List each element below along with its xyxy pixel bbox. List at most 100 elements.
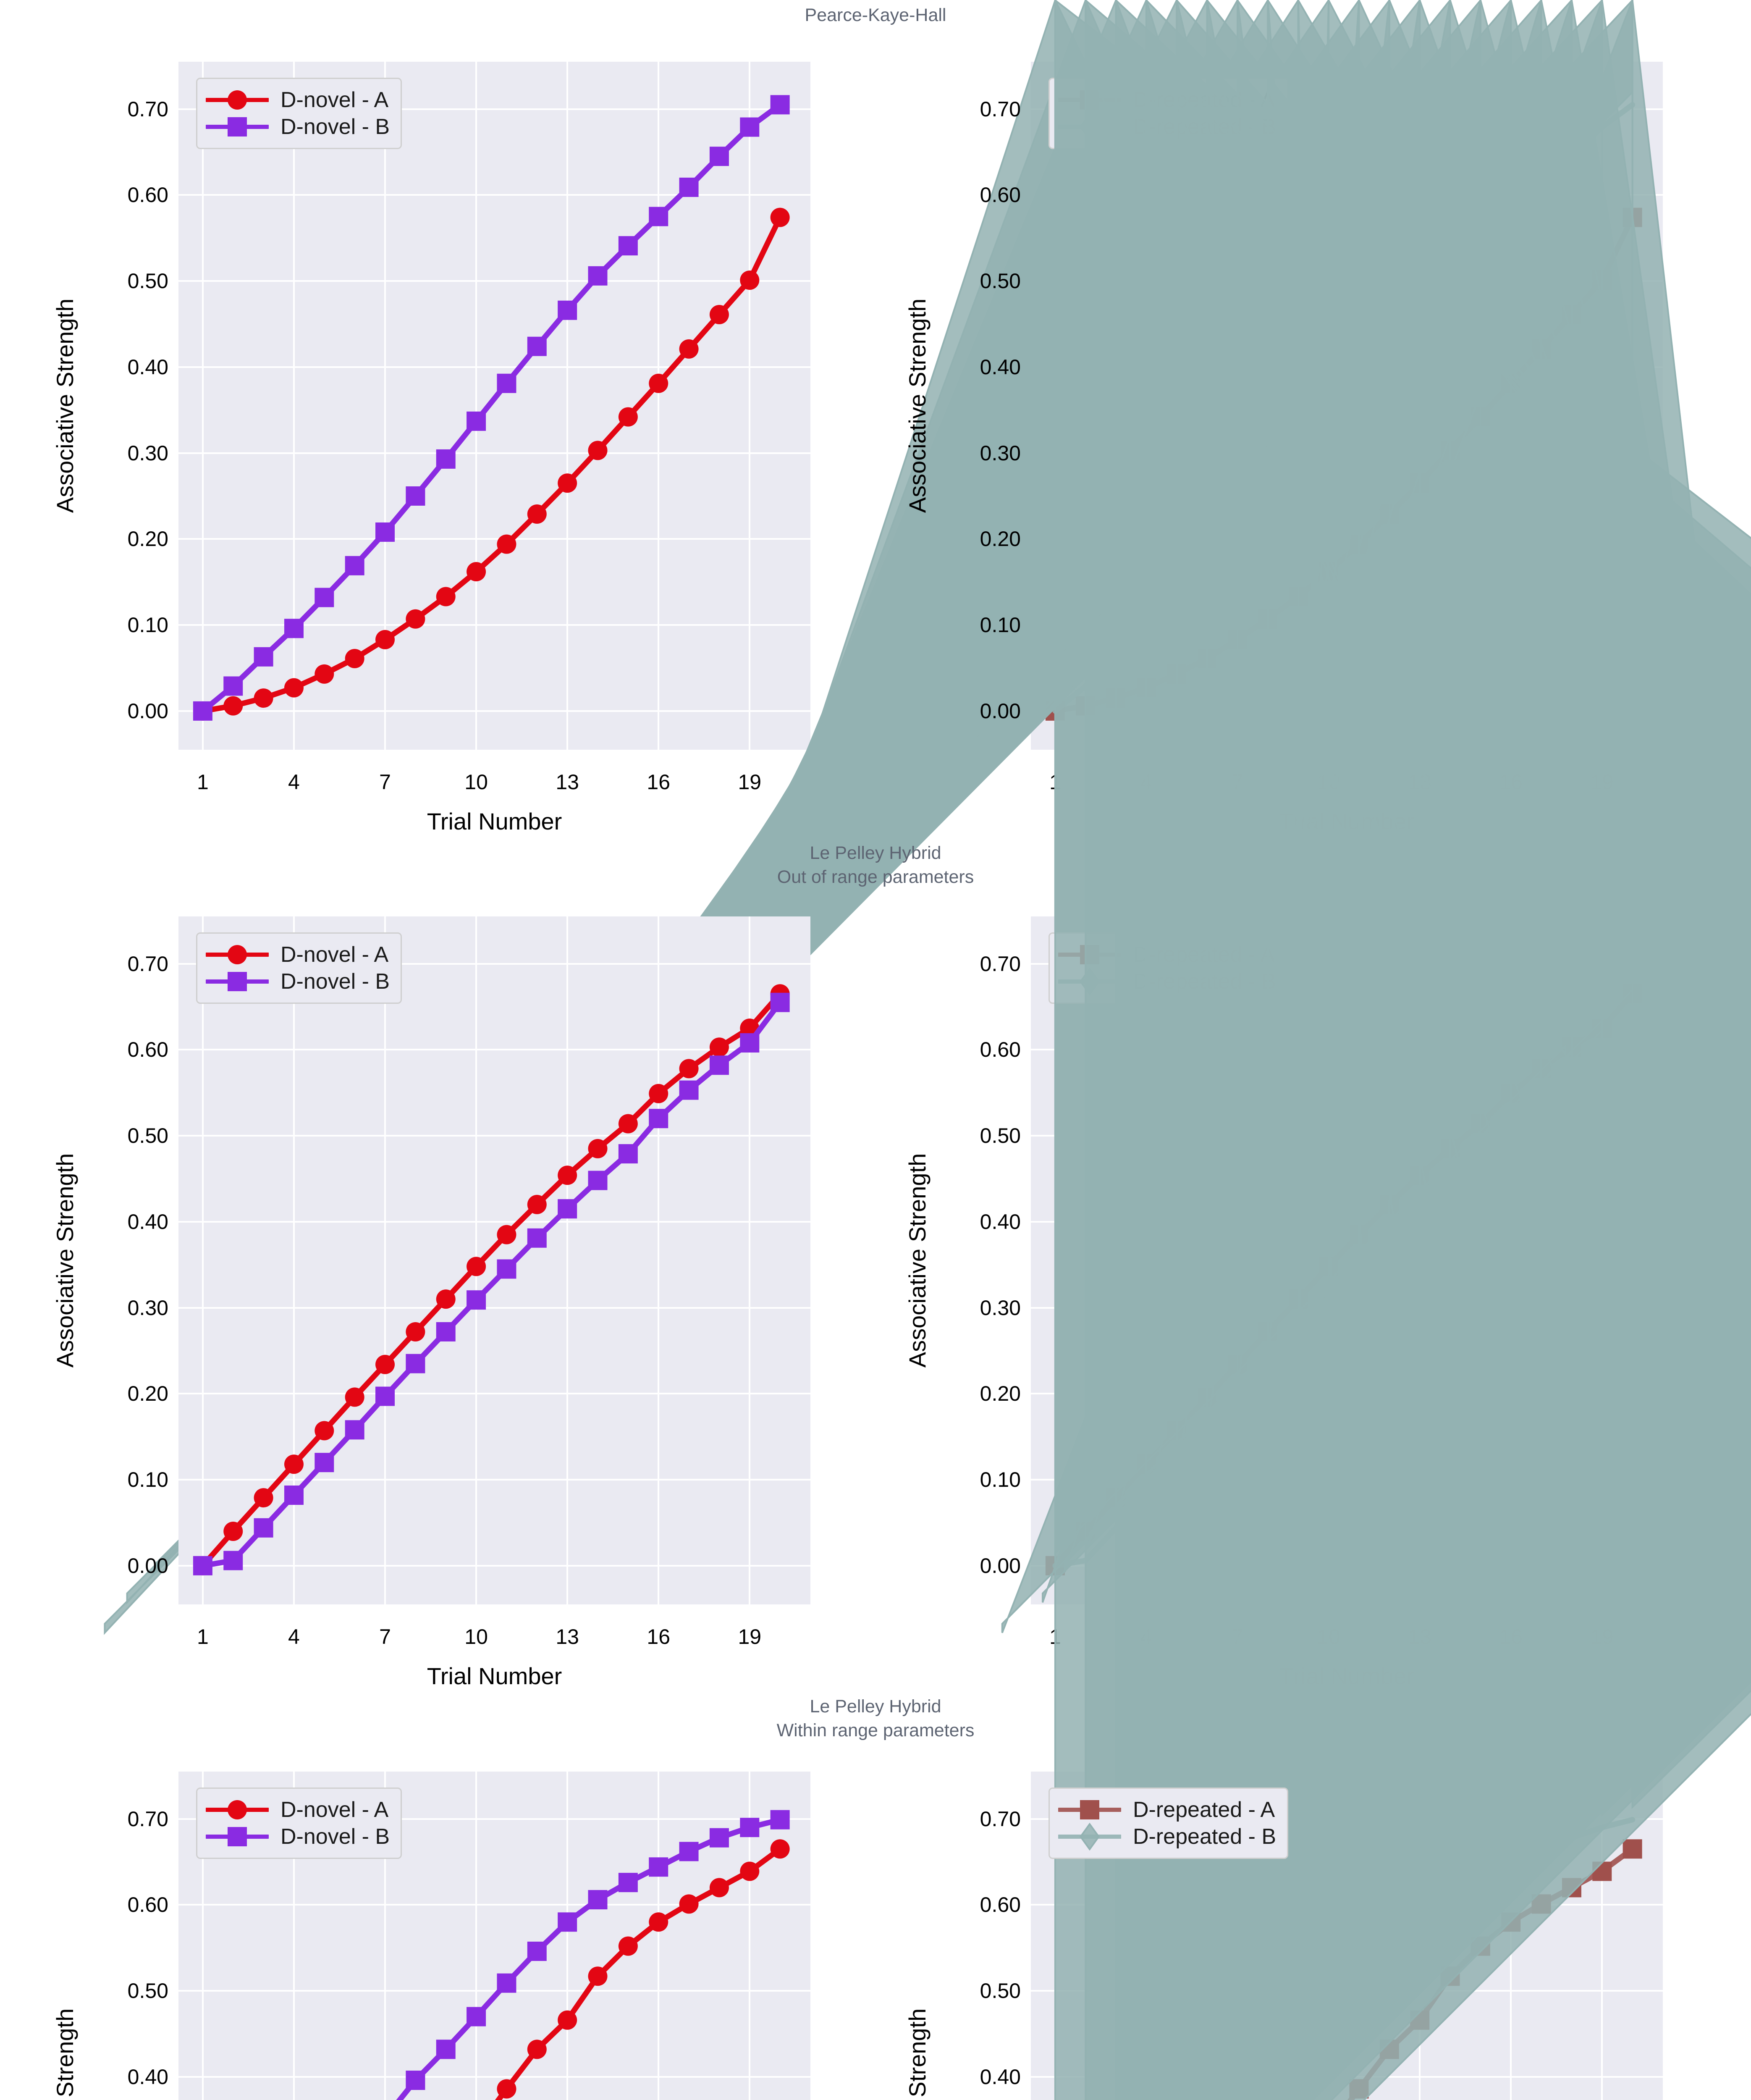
- gridline-horizontal-5: [178, 1990, 810, 1992]
- legend-swatch-icon: [206, 1827, 269, 1846]
- y-axis-tick-label: 0.70: [980, 952, 1021, 976]
- y-axis-tick-label: 0.00: [127, 699, 168, 723]
- legend-item-circle[interactable]: D-novel - A: [206, 87, 390, 113]
- chart-legend[interactable]: D-novel - A D-novel - B: [196, 1788, 402, 1859]
- y-axis-tick-label: 0.60: [127, 1038, 168, 1062]
- legend-item-square[interactable]: D-novel - B: [206, 1823, 390, 1850]
- y-axis-tick-label: 0.60: [980, 1038, 1021, 1062]
- y-axis-tick-label: 0.70: [127, 1807, 168, 1831]
- gridline-horizontal-7: [178, 1818, 810, 1820]
- y-axis-tick-label: 0.40: [980, 2065, 1021, 2089]
- y-axis-tick-label: 0.40: [127, 355, 168, 379]
- y-axis-tick-label: 0.10: [127, 1468, 168, 1492]
- y-axis-tick-label: 0.40: [980, 355, 1021, 379]
- legend-label: D-novel - A: [280, 942, 389, 967]
- x-axis-tick-label: 16: [647, 1625, 671, 1648]
- y-axis-tick-label: 0.00: [980, 1554, 1021, 1578]
- gridline-horizontal-0: [178, 1564, 810, 1567]
- y-axis-tick-label: 0.30: [980, 441, 1021, 465]
- gridline-vertical-4: [566, 1772, 569, 2100]
- legend-item-diamond[interactable]: D-repeated - B: [1058, 1822, 1277, 1851]
- chart-legend[interactable]: D-novel - A D-novel - B: [196, 932, 402, 1004]
- legend-item-square[interactable]: D-novel - B: [206, 113, 390, 140]
- x-axis-tick-label: 4: [288, 1625, 300, 1648]
- y-axis-tick-label: 0.30: [127, 441, 168, 465]
- gridline-vertical-0: [202, 62, 204, 750]
- gridline-horizontal-6: [178, 194, 810, 196]
- legend-item-circle[interactable]: D-novel - A: [206, 1796, 390, 1823]
- y-axis-tick-label: 0.40: [980, 1210, 1021, 1234]
- legend-item-square[interactable]: D-novel - B: [206, 968, 390, 995]
- y-axis-tick-label: 0.50: [980, 1979, 1021, 2003]
- x-axis-tick-label: 13: [556, 770, 579, 794]
- y-axis-tick-label: 0.20: [980, 1382, 1021, 1406]
- x-axis-tick-label: 13: [556, 1625, 579, 1648]
- gridline-vertical-2: [384, 62, 386, 750]
- x-axis-label: Trial Number: [427, 808, 562, 835]
- legend-swatch-icon: [206, 945, 269, 964]
- gridline-horizontal-0: [178, 710, 810, 712]
- y-axis-tick-label: 0.50: [980, 1124, 1021, 1148]
- y-axis-tick-label: 0.40: [127, 2065, 168, 2089]
- x-axis-tick-label: 19: [738, 770, 762, 794]
- panel-group-title-0: Pearce-Kaye-Hall: [805, 5, 946, 25]
- gridline-vertical-5: [658, 62, 660, 750]
- y-axis-tick-label: 0.10: [127, 613, 168, 637]
- y-axis-tick-label: 0.00: [980, 699, 1021, 723]
- gridline-vertical-6: [749, 1772, 751, 2100]
- gridline-vertical-2: [384, 1772, 386, 2100]
- y-axis-tick-label: 0.70: [127, 952, 168, 976]
- gridline-horizontal-1: [178, 1479, 810, 1481]
- gridline-vertical-6: [749, 916, 751, 1604]
- gridline-horizontal-5: [178, 280, 810, 282]
- y-axis-tick-label: 0.10: [980, 1468, 1021, 1492]
- y-axis-tick-label: 0.50: [127, 269, 168, 293]
- gridline-vertical-1: [293, 916, 295, 1604]
- legend-swatch-icon: [206, 117, 269, 136]
- legend-label: D-repeated - B: [1133, 1824, 1277, 1849]
- y-axis-tick-label: 0.70: [980, 97, 1021, 121]
- panel-group-title-1: Le Pelley Hybrid Out of range parameters: [777, 843, 974, 887]
- legend-item-circle[interactable]: D-novel - A: [206, 941, 390, 968]
- legend-label: D-novel - B: [280, 1824, 390, 1849]
- x-axis-tick-label: 16: [647, 770, 671, 794]
- y-axis-tick-label: 0.30: [980, 1296, 1021, 1320]
- x-axis-tick-label: 10: [464, 770, 488, 794]
- y-axis-tick-label: 0.30: [127, 1296, 168, 1320]
- gridline-horizontal-4: [178, 366, 810, 368]
- y-axis-tick-label: 0.50: [127, 1979, 168, 2003]
- y-axis-tick-label: 0.60: [980, 1893, 1021, 1917]
- gridline-horizontal-7: [178, 963, 810, 965]
- gridline-horizontal-2: [178, 1393, 810, 1395]
- legend-label: D-novel - B: [280, 115, 390, 139]
- y-axis-tick-label: 0.20: [127, 527, 168, 551]
- gridline-horizontal-5: [178, 1135, 810, 1137]
- legend-item-square[interactable]: D-repeated - A: [1058, 1796, 1276, 1823]
- y-axis-tick-label: 0.10: [980, 613, 1021, 637]
- gridline-horizontal-1: [178, 624, 810, 626]
- legend-swatch-icon: [1058, 1800, 1121, 1819]
- gridline-horizontal-4: [178, 2076, 810, 2078]
- x-axis-label: Trial Number: [427, 1663, 562, 1689]
- x-axis-tick-label: 7: [379, 1625, 391, 1648]
- gridline-horizontal-2: [178, 538, 810, 540]
- chart-legend[interactable]: D-novel - A D-novel - B: [196, 78, 402, 149]
- y-axis-tick-label: 0.00: [127, 1554, 168, 1578]
- y-axis-tick-label: 0.40: [127, 1210, 168, 1234]
- gridline-vertical-6: [1601, 1772, 1603, 2100]
- gridline-vertical-1: [293, 62, 295, 750]
- gridline-horizontal-7: [178, 108, 810, 110]
- x-axis-tick-label: 19: [738, 1625, 762, 1648]
- gridline-vertical-5: [658, 916, 660, 1604]
- gridline-vertical-0: [202, 1772, 204, 2100]
- x-axis-tick-label: 4: [288, 770, 300, 794]
- y-axis-tick-label: 0.20: [980, 527, 1021, 551]
- gridline-horizontal-4: [178, 1221, 810, 1223]
